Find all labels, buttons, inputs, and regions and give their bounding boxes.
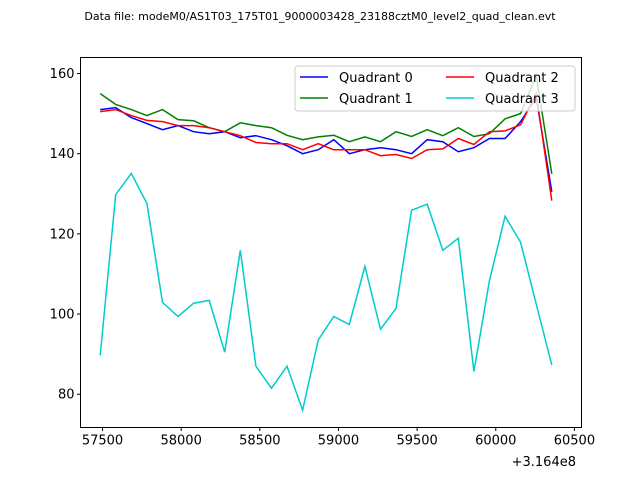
y-tick-label: 140 [50,147,75,162]
legend-box [294,65,576,112]
x-tick-label: 58500 [239,434,280,449]
legend-label: Quadrant 3 [485,92,559,107]
x-tick-label: 60500 [554,434,595,449]
series-line-quadrant-3 [99,171,553,414]
chart-title: Data file: modeM0/AS1T03_175T01_90000034… [84,10,556,23]
y-tick-label: 80 [58,388,75,403]
x-offset-label: +3.164e8 [512,455,576,470]
series-line-quadrant-0 [100,95,553,192]
legend-label: Quadrant 2 [485,71,559,86]
y-tick-label: 120 [50,227,75,242]
x-tick-label: 59500 [396,434,437,449]
series-line-quadrant-2 [100,91,553,201]
axes-frame [80,57,582,428]
x-tick-label: 59000 [318,434,359,449]
legend: Quadrant 0 Quadrant 1 Quadrant 2 Quadrant 3 [294,65,576,112]
y-tick-label: 100 [50,308,75,323]
x-axis: 57500 58000 58500 59000 59500 60000 60500 [82,427,595,449]
x-tick-label: 58000 [160,434,201,449]
y-axis: 80 100 120 140 160 [50,67,81,403]
y-tick-label: 160 [50,67,75,82]
x-tick-label: 60000 [475,434,516,449]
legend-label: Quadrant 1 [339,92,413,107]
series-line-quadrant-1 [99,72,553,174]
legend-label: Quadrant 0 [339,71,413,86]
x-tick-label: 57500 [82,434,123,449]
plot-area [99,72,553,414]
